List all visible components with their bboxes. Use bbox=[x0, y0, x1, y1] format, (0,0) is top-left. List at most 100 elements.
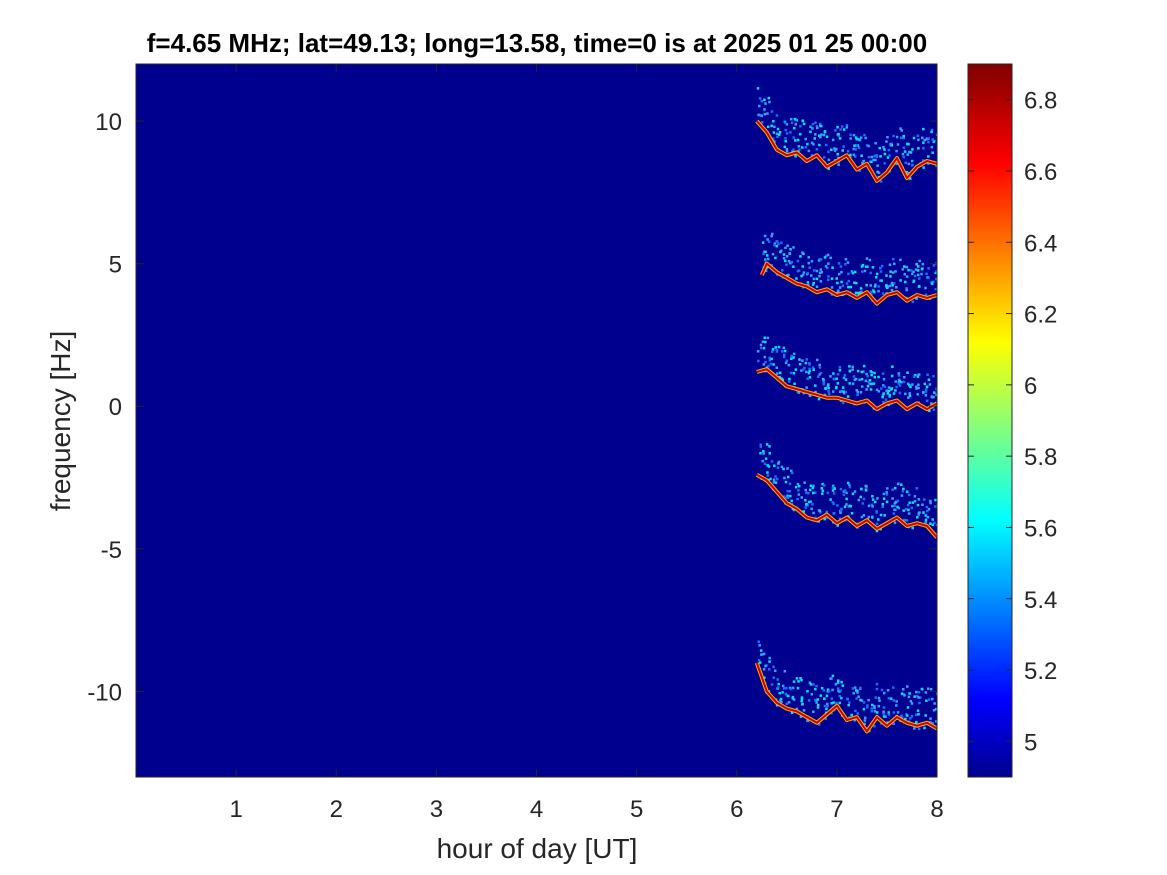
trace-speckle bbox=[881, 292, 885, 295]
trace-speckle bbox=[790, 357, 793, 361]
trace-speckle bbox=[838, 517, 842, 520]
trace-speckle bbox=[905, 714, 909, 717]
trace-speckle bbox=[831, 266, 834, 269]
trace-speckle bbox=[825, 707, 828, 711]
trace-speckle bbox=[773, 243, 776, 247]
trace-speckle bbox=[859, 391, 863, 394]
trace-speckle bbox=[818, 366, 822, 369]
trace-speckle bbox=[864, 379, 868, 383]
trace-speckle bbox=[830, 277, 834, 280]
trace-speckle bbox=[910, 506, 914, 510]
trace-speckle bbox=[882, 392, 885, 395]
trace-speckle bbox=[875, 155, 879, 158]
trace-speckle bbox=[860, 377, 864, 381]
trace-speckle bbox=[802, 122, 806, 126]
trace-speckle bbox=[934, 498, 937, 502]
trace-speckle bbox=[926, 515, 930, 519]
trace-speckle bbox=[863, 722, 866, 726]
trace-speckle bbox=[893, 262, 896, 266]
trace-speckle bbox=[848, 485, 852, 489]
trace-speckle bbox=[827, 167, 830, 170]
trace-speckle bbox=[815, 269, 819, 273]
trace-speckle bbox=[777, 242, 780, 246]
trace-speckle bbox=[812, 368, 815, 371]
trace-speckle bbox=[770, 110, 774, 113]
trace-speckle bbox=[762, 652, 766, 656]
trace-speckle bbox=[764, 457, 768, 460]
trace-speckle bbox=[917, 138, 920, 142]
trace-speckle bbox=[893, 521, 897, 524]
trace-speckle bbox=[885, 500, 889, 504]
trace-speckle bbox=[911, 501, 915, 504]
trace-speckle bbox=[758, 644, 761, 647]
trace-speckle bbox=[804, 137, 807, 141]
y-tick-label: 10 bbox=[95, 109, 122, 136]
trace-speckle bbox=[900, 381, 903, 384]
trace-speckle bbox=[906, 153, 909, 156]
trace-speckle bbox=[931, 523, 935, 527]
trace-speckle bbox=[929, 687, 933, 691]
trace-speckle bbox=[904, 392, 907, 396]
trace-speckle bbox=[906, 371, 909, 374]
trace-speckle bbox=[791, 150, 794, 153]
trace-speckle bbox=[923, 138, 926, 142]
trace-speckle bbox=[758, 104, 761, 108]
trace-speckle bbox=[853, 144, 856, 147]
trace-speckle bbox=[808, 488, 812, 492]
trace-speckle bbox=[764, 258, 767, 261]
trace-speckle bbox=[868, 382, 871, 385]
trace-speckle bbox=[842, 390, 845, 394]
trace-speckle bbox=[812, 683, 815, 686]
trace-speckle bbox=[892, 722, 895, 725]
trace-speckle bbox=[829, 677, 832, 680]
trace-speckle bbox=[886, 285, 890, 288]
trace-speckle bbox=[771, 252, 775, 256]
trace-speckle bbox=[770, 460, 774, 463]
trace-ridge-core bbox=[755, 662, 937, 733]
trace-speckle bbox=[763, 336, 767, 340]
trace-speckle bbox=[902, 134, 905, 138]
trace-speckle bbox=[888, 263, 892, 267]
trace-speckle bbox=[864, 716, 867, 720]
trace-speckle bbox=[909, 385, 912, 389]
trace-speckle bbox=[787, 259, 791, 263]
trace-speckle bbox=[922, 498, 926, 501]
trace-speckle bbox=[831, 486, 835, 490]
trace-speckle bbox=[874, 283, 877, 286]
trace-speckle bbox=[934, 505, 937, 508]
trace-speckle bbox=[917, 713, 920, 716]
trace-speckle bbox=[900, 714, 903, 718]
trace-speckle bbox=[808, 363, 811, 366]
trace-speckle bbox=[840, 125, 844, 128]
trace-speckle bbox=[832, 377, 836, 381]
trace-speckle bbox=[799, 255, 802, 258]
trace-speckle bbox=[869, 290, 873, 294]
trace-speckle bbox=[849, 285, 853, 289]
trace-speckle bbox=[849, 137, 852, 140]
trace-speckle bbox=[873, 285, 877, 288]
trace-ridge-core bbox=[756, 368, 937, 411]
trace-speckle bbox=[853, 686, 857, 689]
trace-speckle bbox=[906, 503, 910, 507]
trace-speckle bbox=[766, 464, 769, 467]
trace-speckle bbox=[827, 383, 830, 386]
trace-speckle bbox=[916, 516, 919, 519]
heatmap-background bbox=[136, 64, 937, 777]
trace-speckle bbox=[787, 363, 791, 367]
trace-speckle bbox=[802, 709, 806, 712]
colorbar-tick-label: 5.8 bbox=[1024, 444, 1057, 471]
trace-speckle bbox=[823, 697, 826, 700]
trace-speckle bbox=[759, 443, 762, 446]
trace-speckle bbox=[871, 498, 875, 501]
trace-speckle bbox=[794, 139, 797, 142]
trace-speckle bbox=[889, 143, 892, 146]
trace-speckle bbox=[916, 709, 920, 712]
trace-speckle bbox=[863, 133, 866, 137]
trace-speckle bbox=[796, 482, 800, 486]
trace-speckle bbox=[766, 112, 769, 115]
trace-speckle bbox=[805, 491, 808, 495]
trace-speckle bbox=[935, 387, 937, 391]
trace-speckle bbox=[772, 131, 776, 134]
trace-speckle bbox=[776, 127, 780, 131]
trace-speckle bbox=[792, 508, 796, 512]
